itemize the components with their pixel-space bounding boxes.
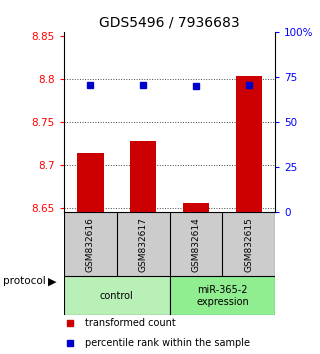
Bar	[77, 153, 104, 212]
Text: GSM832616: GSM832616	[86, 217, 95, 272]
Bar	[236, 76, 262, 212]
Text: transformed count: transformed count	[85, 318, 176, 328]
Text: percentile rank within the sample: percentile rank within the sample	[85, 338, 250, 348]
Text: control: control	[100, 291, 134, 301]
Text: GSM832617: GSM832617	[139, 217, 148, 272]
FancyBboxPatch shape	[64, 276, 170, 315]
FancyBboxPatch shape	[64, 212, 275, 276]
Text: miR-365-2
expression: miR-365-2 expression	[196, 285, 249, 307]
FancyBboxPatch shape	[170, 276, 275, 315]
Title: GDS5496 / 7936683: GDS5496 / 7936683	[99, 15, 240, 29]
Bar	[130, 141, 156, 212]
Bar	[183, 204, 209, 212]
Text: GSM832614: GSM832614	[191, 217, 201, 272]
Text: GSM832615: GSM832615	[244, 217, 253, 272]
Text: protocol: protocol	[3, 276, 46, 286]
Text: ▶: ▶	[47, 276, 56, 286]
